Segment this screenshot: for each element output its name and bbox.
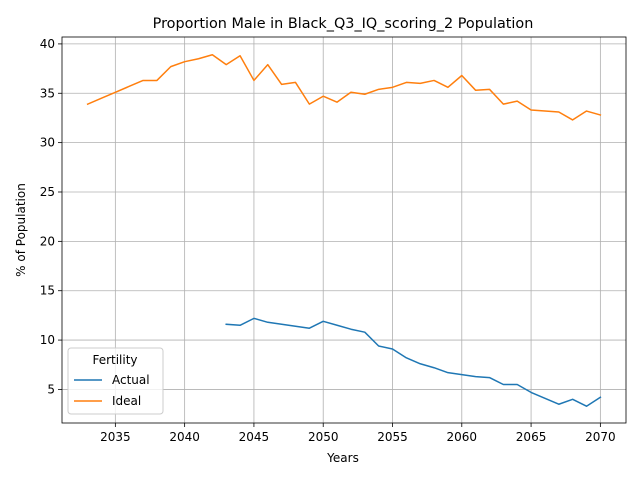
x-tick-label: 2065 bbox=[516, 430, 547, 444]
y-tick-label: 40 bbox=[40, 37, 55, 51]
legend-items: Actual Ideal bbox=[74, 373, 150, 408]
legend: Fertility Actual Ideal bbox=[67, 347, 164, 415]
y-tick-label: 5 bbox=[47, 382, 55, 396]
y-axis-ticks: 5 10 15 20 25 30 35 40 bbox=[40, 37, 62, 396]
grid-lines bbox=[62, 37, 626, 423]
plot-frame bbox=[61, 36, 627, 424]
x-tick-label: 2055 bbox=[377, 430, 408, 444]
series-line-ideal bbox=[86, 54, 602, 121]
y-tick-label: 25 bbox=[40, 185, 55, 199]
x-tick-label: 2050 bbox=[308, 430, 339, 444]
y-tick-label: 10 bbox=[40, 333, 55, 347]
x-axis-label: Years bbox=[326, 451, 359, 465]
x-tick-label: 2040 bbox=[169, 430, 200, 444]
legend-label-actual: Actual bbox=[112, 373, 150, 387]
legend-label-ideal: Ideal bbox=[112, 394, 141, 408]
legend-frame bbox=[67, 347, 164, 415]
legend-title: Fertility bbox=[92, 353, 137, 367]
y-tick-label: 15 bbox=[40, 284, 55, 298]
x-tick-label: 2060 bbox=[447, 430, 478, 444]
x-tick-label: 2045 bbox=[239, 430, 270, 444]
y-tick-label: 30 bbox=[40, 136, 55, 150]
series-line-actual bbox=[225, 317, 602, 407]
y-axis-label: % of Population bbox=[14, 183, 28, 277]
chart-title: Proportion Male in Black_Q3_IQ_scoring_2… bbox=[153, 16, 534, 32]
x-tick-label: 2035 bbox=[100, 430, 131, 444]
y-tick-label: 20 bbox=[40, 234, 55, 248]
x-axis-ticks: 2035 2040 2045 2050 2055 2060 2065 2070 bbox=[100, 423, 616, 444]
x-tick-label: 2070 bbox=[585, 430, 616, 444]
axes bbox=[61, 36, 627, 424]
y-tick-label: 35 bbox=[40, 86, 55, 100]
series-lines bbox=[86, 54, 602, 407]
